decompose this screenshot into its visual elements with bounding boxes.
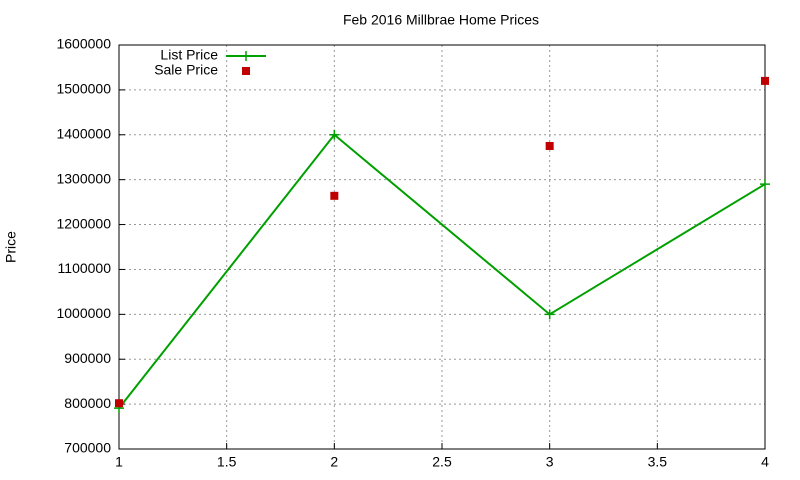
point [761, 76, 769, 85]
x-tick-label: 2.5 [432, 454, 452, 470]
plot-frame [118, 44, 766, 450]
x-tick-label: 3.5 [648, 454, 668, 470]
x-tick-label: 1 [115, 454, 123, 470]
point [545, 142, 554, 150]
series-line [118, 133, 766, 409]
point [330, 191, 339, 200]
y-tick-label: 1000000 [56, 305, 111, 321]
y-tick-label: 1500000 [56, 81, 111, 97]
y-tick-label: 800000 [64, 395, 111, 411]
legend-marker [242, 67, 250, 75]
y-tick-label: 1600000 [56, 36, 111, 52]
x-tick-label: 1.5 [217, 454, 237, 470]
point [329, 129, 340, 140]
y-tick-label: 700000 [64, 440, 111, 456]
legend-label: List Price [160, 47, 218, 63]
chart-title: Feb 2016 Millbrae Home Prices [343, 12, 539, 28]
y-tick-label: 1200000 [56, 215, 111, 231]
legend-label: Sale Price [154, 62, 218, 78]
point [544, 309, 555, 320]
point [760, 179, 770, 190]
x-tick-label: 3 [546, 454, 554, 470]
x-tick-label: 2 [330, 454, 338, 470]
x-tick-label: 4 [761, 454, 769, 470]
legend-marker [241, 51, 251, 61]
y-axis-label: Price [3, 231, 19, 263]
y-tick-label: 1300000 [56, 170, 111, 186]
y-tick-label: 900000 [64, 350, 111, 366]
point [115, 399, 123, 408]
y-tick-label: 1100000 [58, 260, 112, 276]
y-tick-label: 1400000 [56, 125, 111, 141]
